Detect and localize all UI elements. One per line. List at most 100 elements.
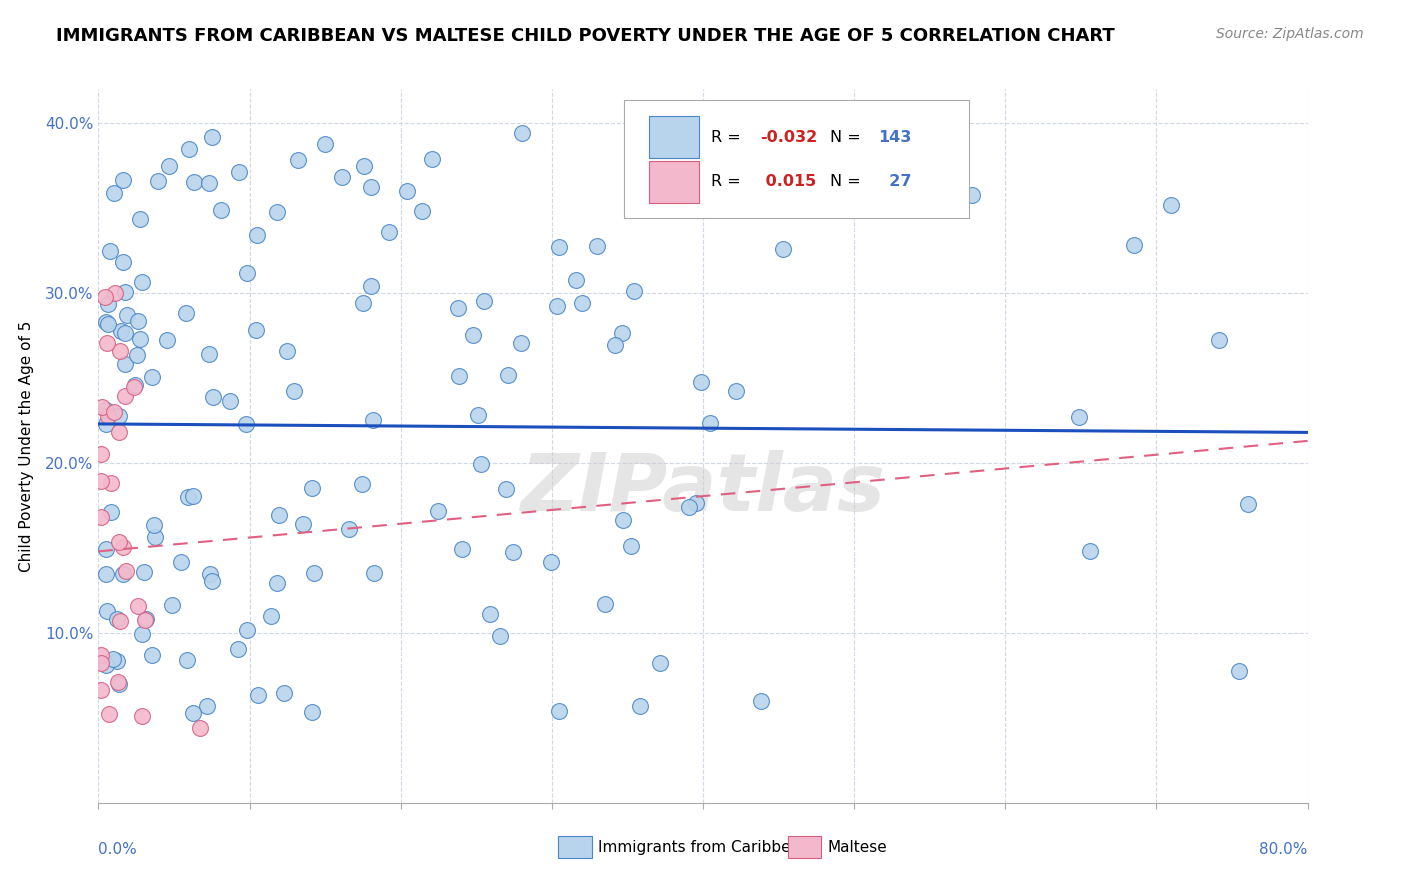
Point: [111, 540, 134, 554]
Point: [648, 656, 671, 670]
Point: [107, 425, 129, 439]
Point: [314, 137, 336, 152]
Point: [689, 376, 711, 390]
Point: [201, 130, 224, 145]
Point: [100, 475, 122, 490]
Point: [651, 157, 673, 171]
Point: [135, 612, 157, 626]
Point: [200, 574, 222, 589]
Point: [685, 495, 707, 509]
Point: [509, 335, 531, 350]
Point: [451, 542, 474, 557]
Point: [132, 565, 155, 579]
Point: [103, 405, 125, 419]
Point: [90, 510, 112, 524]
Point: [1078, 544, 1101, 558]
Point: [472, 294, 495, 309]
Point: [772, 242, 794, 256]
Point: [90, 648, 112, 663]
Point: [108, 677, 131, 691]
Point: [502, 545, 524, 559]
Point: [291, 516, 314, 531]
Point: [114, 326, 136, 341]
Point: [363, 566, 385, 580]
Point: [105, 612, 128, 626]
Point: [114, 389, 136, 403]
Point: [337, 522, 360, 536]
Point: [1123, 237, 1146, 252]
Point: [124, 378, 146, 392]
Point: [330, 170, 353, 185]
Point: [114, 285, 136, 299]
Point: [127, 599, 149, 614]
Point: [160, 598, 183, 612]
Point: [479, 607, 502, 621]
Point: [111, 566, 134, 581]
Point: [94, 566, 117, 581]
Point: [226, 641, 249, 656]
Point: [585, 238, 607, 252]
Point: [97, 317, 120, 331]
Point: [209, 202, 232, 217]
Point: [104, 286, 127, 301]
Text: 0.0%: 0.0%: [98, 842, 138, 856]
Point: [266, 576, 288, 591]
Point: [108, 344, 131, 359]
Point: [725, 384, 748, 398]
Point: [246, 227, 269, 242]
Point: [1069, 410, 1091, 425]
Point: [94, 403, 117, 417]
Text: N =: N =: [830, 175, 866, 189]
Point: [411, 204, 433, 219]
Text: 27: 27: [879, 175, 912, 189]
Point: [141, 370, 163, 384]
Point: [141, 648, 163, 662]
Point: [467, 408, 489, 422]
Point: [131, 275, 153, 289]
Bar: [558, 837, 592, 858]
Point: [1237, 497, 1260, 511]
Point: [94, 417, 117, 431]
Point: [131, 709, 153, 723]
Point: [94, 316, 117, 330]
Text: -0.032: -0.032: [759, 129, 817, 145]
Point: [287, 153, 309, 167]
Point: [198, 566, 221, 581]
Point: [94, 290, 117, 304]
Point: [360, 180, 382, 194]
Point: [103, 652, 125, 666]
Point: [1208, 334, 1230, 348]
Point: [115, 565, 138, 579]
Text: IMMIGRANTS FROM CARIBBEAN VS MALTESE CHILD POVERTY UNDER THE AGE OF 5 CORRELATIO: IMMIGRANTS FROM CARIBBEAN VS MALTESE CHI…: [56, 27, 1115, 45]
Text: Source: ZipAtlas.com: Source: ZipAtlas.com: [1216, 27, 1364, 41]
Point: [301, 705, 323, 719]
Point: [117, 309, 139, 323]
Point: [620, 539, 643, 553]
Point: [1227, 665, 1250, 679]
Point: [176, 653, 198, 667]
Text: 0.015: 0.015: [759, 175, 815, 189]
Point: [301, 481, 323, 495]
Point: [96, 335, 118, 350]
Point: [377, 225, 399, 239]
Bar: [787, 837, 821, 858]
Point: [603, 338, 626, 352]
FancyBboxPatch shape: [648, 161, 699, 203]
Point: [565, 272, 588, 286]
Point: [170, 555, 193, 569]
Point: [90, 683, 112, 698]
Point: [98, 244, 121, 259]
Point: [461, 328, 484, 343]
Text: R =: R =: [711, 175, 747, 189]
Point: [108, 614, 131, 628]
Point: [96, 604, 118, 618]
Point: [422, 152, 444, 166]
Point: [267, 508, 290, 523]
Point: [236, 624, 259, 638]
Point: [711, 140, 734, 154]
Point: [105, 654, 128, 668]
Point: [546, 299, 568, 313]
Point: [122, 380, 145, 394]
Point: [353, 159, 375, 173]
Point: [100, 505, 122, 519]
